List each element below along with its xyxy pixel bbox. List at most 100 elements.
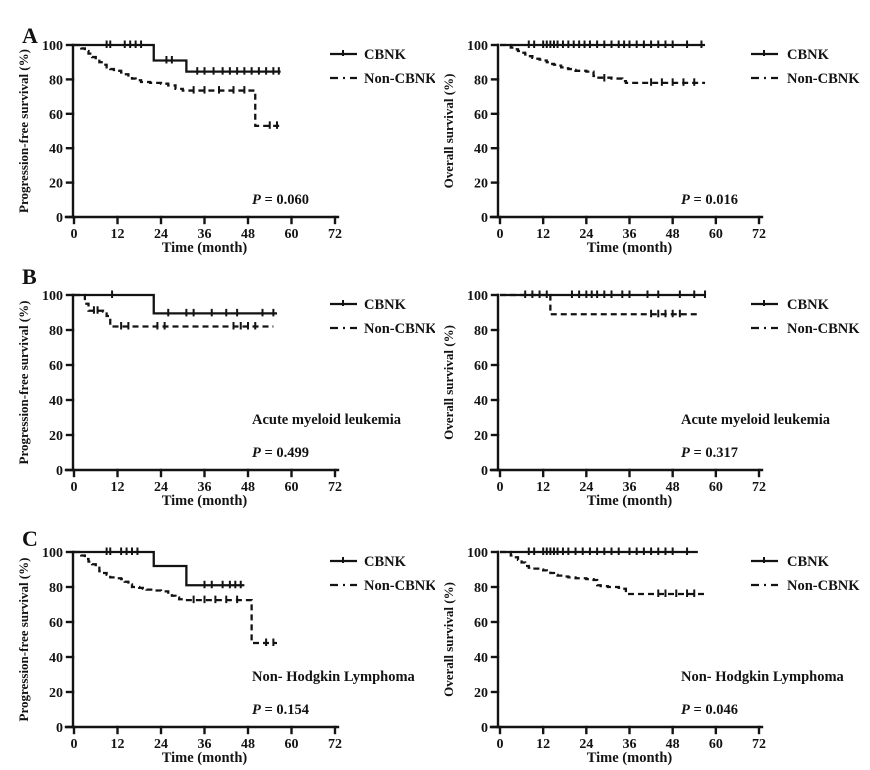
chart-b-overall-survival: 0 20 40 60 80 100 0 12 24 36 48 60 72 Overall surviva… bbox=[435, 255, 870, 512]
axes bbox=[489, 293, 764, 478]
x-tick-label: 0 bbox=[497, 227, 504, 242]
y-axis-label: Overall survival (%) bbox=[441, 325, 456, 440]
survival-curve-dashed bbox=[500, 43, 706, 84]
tick-labels: 0 20 40 60 80 100 0 12 24 36 48 60 72 bbox=[42, 289, 342, 495]
chart-c-overall-survival: 0 20 40 60 80 100 0 12 24 36 48 60 72 Overall surviva… bbox=[435, 512, 870, 770]
x-tick-label: 36 bbox=[623, 737, 637, 752]
x-tick-label: 72 bbox=[752, 480, 766, 495]
y-tick-label: 20 bbox=[474, 177, 488, 192]
y-tick-label: 40 bbox=[49, 394, 63, 409]
y-tick-label: 100 bbox=[42, 39, 63, 54]
x-tick-label: 60 bbox=[285, 737, 299, 752]
y-tick-label: 60 bbox=[49, 108, 63, 123]
x-tick-label: 24 bbox=[154, 227, 168, 242]
x-tick-label: 60 bbox=[709, 480, 723, 495]
x-tick-label: 0 bbox=[497, 480, 504, 495]
x-tick-label: 24 bbox=[579, 480, 593, 495]
y-tick-label: 40 bbox=[49, 651, 63, 666]
x-tick-label: 0 bbox=[71, 227, 78, 242]
series-non-cbnk bbox=[500, 293, 698, 318]
y-tick-label: 60 bbox=[49, 359, 63, 374]
legend-label: Non-CBNK bbox=[364, 578, 435, 594]
x-tick-label: 36 bbox=[198, 227, 212, 242]
x-axis-label: Time (month) bbox=[162, 493, 248, 509]
survival-curve-dashed bbox=[74, 43, 281, 127]
y-tick-label: 0 bbox=[481, 211, 488, 226]
p-value: P = 0.016 bbox=[681, 192, 738, 208]
y-tick-label: 40 bbox=[474, 651, 488, 666]
y-tick-label: 40 bbox=[474, 142, 488, 157]
legend: CBNK Non-CBNK bbox=[330, 297, 435, 337]
legend-label: CBNK bbox=[787, 297, 830, 313]
legend-label: Non-CBNK bbox=[787, 578, 860, 594]
tick-labels: 0 20 40 60 80 100 0 12 24 36 48 60 72 bbox=[42, 39, 342, 242]
chart-a-progression-free-survival: 0 20 40 60 80 100 0 12 24 36 48 60 72 Progression-fre… bbox=[0, 0, 435, 255]
series-non-cbnk bbox=[500, 550, 706, 597]
tick-labels: 0 20 40 60 80 100 0 12 24 36 48 60 72 bbox=[467, 39, 766, 242]
survival-curve-dashed bbox=[500, 293, 698, 316]
y-tick-label: 80 bbox=[474, 581, 488, 596]
x-tick-label: 12 bbox=[536, 737, 550, 752]
legend: CBNK Non-CBNK bbox=[330, 554, 435, 594]
y-tick-label: 60 bbox=[474, 616, 488, 631]
chart-c-progression-free-survival: 0 20 40 60 80 100 0 12 24 36 48 60 72 Progression-fre… bbox=[0, 512, 435, 770]
y-tick-label: 20 bbox=[49, 429, 63, 444]
y-tick-label: 100 bbox=[42, 546, 63, 561]
x-tick-label: 48 bbox=[666, 737, 680, 752]
x-tick-label: 72 bbox=[328, 737, 342, 752]
legend-label: CBNK bbox=[364, 554, 407, 570]
p-value: P = 0.046 bbox=[681, 702, 738, 718]
legend: CBNK Non-CBNK bbox=[751, 47, 860, 87]
p-value: P = 0.499 bbox=[252, 445, 309, 461]
km-plot-svg: 0 20 40 60 80 100 0 12 24 36 48 60 72 Progression-fre… bbox=[16, 289, 435, 509]
x-tick-label: 36 bbox=[198, 480, 212, 495]
series-cbnk bbox=[74, 547, 245, 589]
tick-labels: 0 20 40 60 80 100 0 12 24 36 48 60 72 bbox=[467, 289, 766, 495]
x-tick-label: 36 bbox=[623, 480, 637, 495]
legend-label: Non-CBNK bbox=[364, 71, 435, 87]
axes bbox=[489, 43, 764, 225]
y-tick-label: 20 bbox=[49, 686, 63, 701]
survival-curve-solid bbox=[74, 43, 281, 73]
x-tick-label: 72 bbox=[752, 227, 766, 242]
legend-label: CBNK bbox=[787, 47, 830, 63]
y-tick-label: 0 bbox=[56, 464, 63, 479]
x-axis-label: Time (month) bbox=[587, 493, 673, 509]
series-non-cbnk bbox=[74, 550, 277, 646]
y-tick-label: 20 bbox=[474, 429, 488, 444]
y-tick-label: 80 bbox=[49, 73, 63, 88]
x-tick-label: 36 bbox=[198, 737, 212, 752]
survival-curve-dashed bbox=[500, 550, 706, 596]
y-tick-label: 0 bbox=[481, 721, 488, 736]
legend-label: Non-CBNK bbox=[787, 321, 860, 337]
y-tick-label: 60 bbox=[49, 616, 63, 631]
y-tick-label: 100 bbox=[467, 546, 488, 561]
x-tick-label: 72 bbox=[328, 227, 342, 242]
y-tick-label: 100 bbox=[467, 289, 488, 304]
x-tick-label: 0 bbox=[71, 480, 78, 495]
x-tick-label: 60 bbox=[285, 227, 299, 242]
x-tick-label: 60 bbox=[285, 480, 299, 495]
x-tick-label: 24 bbox=[579, 227, 593, 242]
x-tick-label: 72 bbox=[752, 737, 766, 752]
series-non-cbnk bbox=[500, 43, 706, 86]
y-tick-label: 0 bbox=[56, 211, 63, 226]
x-tick-label: 24 bbox=[579, 737, 593, 752]
y-tick-label: 40 bbox=[49, 142, 63, 157]
x-tick-label: 0 bbox=[497, 737, 504, 752]
subgroup-annotation: Acute myeloid leukemia bbox=[252, 412, 402, 428]
survival-curve-dashed bbox=[74, 293, 274, 328]
survival-curve-solid bbox=[74, 550, 245, 587]
km-plot-svg: 0 20 40 60 80 100 0 12 24 36 48 60 72 Overall surviva… bbox=[441, 39, 860, 255]
x-axis-label: Time (month) bbox=[587, 240, 673, 255]
x-tick-label: 48 bbox=[666, 480, 680, 495]
x-tick-label: 12 bbox=[536, 480, 550, 495]
x-tick-label: 12 bbox=[111, 227, 125, 242]
y-tick-label: 60 bbox=[474, 359, 488, 374]
x-tick-label: 48 bbox=[241, 227, 255, 242]
y-axis-label: Overall survival (%) bbox=[441, 74, 456, 189]
axes bbox=[64, 550, 340, 735]
x-tick-label: 12 bbox=[111, 480, 125, 495]
legend-label: Non-CBNK bbox=[787, 71, 860, 87]
